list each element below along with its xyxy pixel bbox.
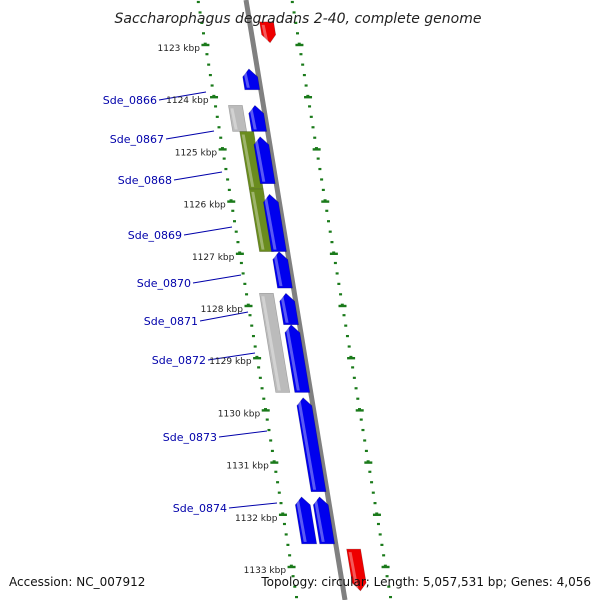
forward-cds[interactable]: [253, 136, 276, 184]
gene-label[interactable]: Sde_0868: [118, 174, 172, 187]
feature-group: [228, 21, 367, 592]
forward-cds[interactable]: [248, 104, 268, 132]
label-leader-group: [158, 91, 278, 509]
kbp-label: 1129 kbp: [209, 357, 252, 367]
kbp-label: 1123 kbp: [158, 44, 201, 54]
label-leader: [207, 352, 256, 361]
forward-cds[interactable]: [272, 251, 293, 289]
genome-title: Saccharophagus degradans 2-40, complete …: [115, 11, 482, 27]
forward-cds[interactable]: [284, 324, 311, 393]
label-leader: [183, 226, 233, 236]
feature-highlight: [285, 327, 300, 391]
feature-highlight: [314, 499, 325, 542]
gene-label[interactable]: Sde_0870: [137, 277, 191, 290]
label-leader: [158, 91, 207, 101]
reverse-cds[interactable]: [346, 548, 367, 592]
feature-highlight: [264, 197, 277, 250]
feature-highlight: [273, 254, 283, 287]
kbp-label: 1131 kbp: [226, 462, 269, 472]
forward-cds[interactable]: [294, 496, 318, 545]
feature-highlight: [249, 108, 257, 130]
kbp-ruler-group: [196, 0, 393, 599]
feature-highlight: [254, 139, 266, 182]
accession-text: Accession: NC_007912: [9, 575, 145, 589]
label-leader: [165, 130, 215, 140]
gene-label-group: Sde_0866 Sde_0867 Sde_0868 Sde_0869 Sde_0870…: [103, 94, 227, 515]
gene-label[interactable]: Sde_0872: [152, 354, 206, 367]
gene-label[interactable]: Sde_0869: [128, 229, 182, 242]
feature-highlight: [280, 296, 289, 323]
gene-label[interactable]: Sde_0873: [163, 431, 217, 444]
genome-summary-text: Topology: circular; Length: 5,057,531 bp…: [260, 575, 591, 589]
kbp-label-group: 1123 kbp 1124 kbp 1125 kbp 1126 kbp 1127 kbp…: [158, 44, 287, 576]
feature-highlight: [243, 71, 250, 88]
kbp-label: 1125 kbp: [175, 148, 218, 158]
feature-highlight: [241, 134, 255, 187]
kbp-label: 1124 kbp: [166, 96, 209, 106]
kbp-label: 1132 kbp: [235, 514, 278, 524]
forward-cds[interactable]: [296, 397, 327, 493]
forward-cds[interactable]: [279, 292, 299, 326]
forward-cds[interactable]: [242, 68, 261, 91]
gene-label[interactable]: Sde_0874: [173, 502, 227, 515]
gene-label[interactable]: Sde_0867: [110, 133, 164, 146]
kbp-label: 1128 kbp: [201, 305, 244, 315]
reverse-cds[interactable]: [259, 21, 277, 44]
inner-ruler-dots: [196, 0, 299, 599]
feature-highlight: [261, 24, 269, 41]
gene-label[interactable]: Sde_0866: [103, 94, 157, 107]
kbp-label: 1127 kbp: [192, 253, 235, 263]
feature-highlight: [296, 499, 307, 542]
feature-highlight: [251, 191, 265, 250]
forward-cds[interactable]: [312, 496, 336, 545]
label-leader: [199, 311, 249, 322]
feature-highlight: [230, 108, 238, 130]
feature-highlight: [348, 552, 359, 589]
label-leader: [218, 430, 268, 438]
kbp-label: 1126 kbp: [183, 201, 226, 211]
feature-highlight: [297, 400, 317, 490]
forward-cds[interactable]: [263, 193, 287, 252]
genome-backbone: [243, 0, 348, 600]
pseudo-feature[interactable]: [259, 292, 291, 393]
feature-highlight: [261, 296, 281, 391]
label-leader: [228, 502, 278, 509]
kbp-label: 1133 kbp: [244, 566, 287, 576]
label-leader: [192, 274, 242, 284]
kbp-label: 1130 kbp: [218, 409, 261, 419]
label-leader: [173, 171, 223, 181]
outer-ruler-dots: [290, 0, 393, 599]
gene-label[interactable]: Sde_0871: [144, 315, 198, 328]
